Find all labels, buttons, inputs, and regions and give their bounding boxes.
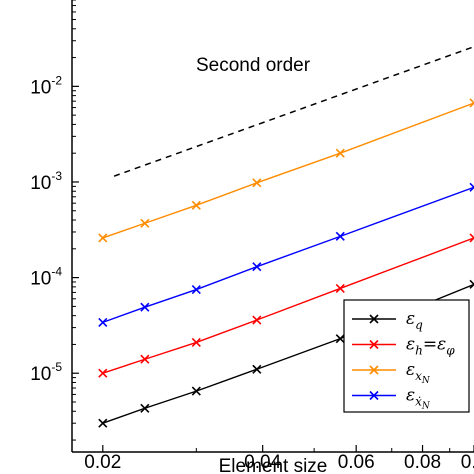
legend-label: εxN	[406, 360, 431, 386]
series-point	[140, 354, 150, 364]
series-point	[140, 218, 150, 228]
series-point	[469, 182, 474, 192]
series-point	[252, 262, 262, 272]
series-point	[191, 284, 201, 295]
series-point	[98, 317, 108, 327]
series-point	[335, 148, 345, 158]
x-tick-label: 0.08	[404, 452, 441, 473]
series-point	[335, 283, 345, 294]
legend-swatch-marker	[369, 390, 379, 401]
series-point	[469, 279, 474, 289]
y-tick-label: 10-3	[30, 169, 62, 194]
legend-swatch-marker	[369, 339, 379, 350]
second-order-annotation: Second order	[196, 55, 311, 76]
series-point	[191, 337, 201, 347]
series-point	[252, 364, 262, 374]
x-tick-label: 0.06	[338, 452, 375, 473]
series-point	[98, 418, 108, 428]
axes: 10-5 10-4 10-3 10-2 0.02 0.04 0.06 0.08 0.1	[30, 0, 474, 473]
series-point	[98, 368, 108, 378]
series-line	[102, 102, 474, 239]
series-point	[191, 200, 201, 210]
series-point	[140, 403, 150, 413]
series-point	[469, 233, 474, 243]
series-3	[98, 182, 474, 327]
series-line	[102, 186, 474, 324]
x-axis-label: Element size	[219, 456, 328, 474]
series-point	[98, 233, 108, 243]
x-tick-label: 0.04	[244, 452, 281, 473]
y-tick-label: 10-2	[30, 73, 62, 98]
series-line	[102, 237, 474, 374]
series-point	[191, 386, 201, 396]
y-tick-label: 10-4	[30, 265, 62, 290]
series-point	[469, 98, 474, 108]
series-point	[252, 178, 262, 188]
series-point	[335, 231, 345, 241]
x-tick-label: 0.1	[461, 452, 474, 473]
legend-swatch-marker	[369, 365, 379, 375]
series-point	[335, 334, 345, 344]
series-1	[98, 233, 474, 378]
x-tick-label: 0.02	[84, 452, 121, 473]
y-tick-label: 10-5	[30, 360, 62, 385]
series-2	[98, 98, 474, 243]
legend-swatch-marker	[369, 314, 379, 324]
legend-label: εh=εφ	[406, 335, 455, 358]
series-point	[140, 302, 150, 312]
legend-label: εẋN	[406, 386, 431, 412]
legend-label: εq	[406, 309, 423, 332]
series-point	[252, 315, 262, 325]
second-order-reference-line	[113, 45, 474, 177]
